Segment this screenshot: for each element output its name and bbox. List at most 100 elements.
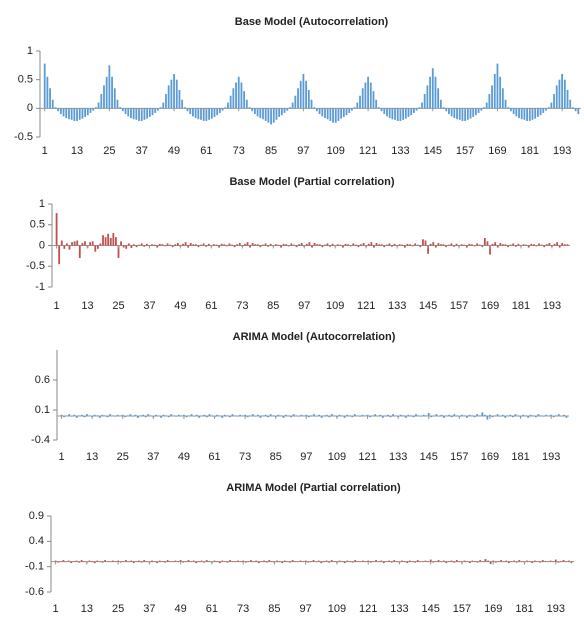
bar bbox=[106, 561, 109, 562]
x-tick-label: 49 bbox=[168, 145, 180, 157]
bar bbox=[237, 76, 240, 109]
bar bbox=[51, 99, 54, 109]
bar bbox=[310, 99, 313, 109]
bar bbox=[130, 245, 133, 248]
x-tick-label: 1 bbox=[54, 300, 60, 312]
bar bbox=[422, 561, 424, 563]
bar bbox=[295, 245, 298, 248]
bar bbox=[210, 108, 213, 119]
bar bbox=[138, 244, 141, 246]
bar bbox=[208, 561, 211, 562]
bar bbox=[213, 244, 215, 246]
bar bbox=[542, 416, 545, 417]
bar bbox=[297, 88, 299, 109]
bar bbox=[474, 108, 477, 116]
bar bbox=[359, 416, 361, 417]
bar bbox=[119, 415, 122, 416]
bar bbox=[197, 245, 200, 248]
bar bbox=[254, 108, 256, 115]
y-tick-label: 0 bbox=[27, 102, 33, 114]
bar bbox=[245, 99, 248, 109]
bar bbox=[330, 560, 333, 562]
bar bbox=[202, 108, 205, 121]
bar bbox=[126, 415, 129, 416]
bar bbox=[178, 89, 181, 109]
bar bbox=[483, 107, 485, 109]
bar bbox=[356, 561, 359, 562]
bar bbox=[461, 414, 463, 416]
bar bbox=[481, 561, 484, 562]
x-tick-label: 25 bbox=[103, 145, 115, 157]
bar bbox=[380, 108, 383, 112]
bar bbox=[224, 107, 227, 109]
bar bbox=[171, 245, 174, 248]
bar bbox=[414, 561, 416, 563]
bar bbox=[328, 416, 331, 418]
bar bbox=[105, 76, 108, 109]
bar bbox=[96, 415, 99, 416]
bar bbox=[263, 560, 265, 562]
bar bbox=[414, 243, 417, 246]
bar bbox=[86, 108, 89, 116]
bar bbox=[270, 108, 272, 125]
bar bbox=[346, 414, 349, 416]
bar bbox=[334, 108, 337, 123]
bar bbox=[510, 561, 513, 562]
bar bbox=[442, 560, 445, 562]
bar bbox=[234, 561, 237, 563]
bar bbox=[106, 416, 109, 418]
bar bbox=[333, 415, 336, 416]
bar bbox=[468, 561, 471, 564]
bar bbox=[354, 560, 357, 562]
bar bbox=[49, 88, 51, 109]
bar bbox=[380, 244, 383, 246]
bar bbox=[479, 560, 482, 562]
bar bbox=[383, 245, 386, 248]
bar bbox=[406, 243, 409, 246]
bar bbox=[251, 243, 254, 246]
bar bbox=[278, 108, 281, 117]
bar bbox=[184, 561, 187, 562]
bar bbox=[226, 415, 229, 416]
bar bbox=[404, 108, 407, 119]
bar bbox=[377, 561, 380, 563]
y-tick-label: 1 bbox=[27, 45, 33, 57]
bar bbox=[313, 243, 316, 246]
bar bbox=[216, 561, 219, 562]
bar bbox=[325, 560, 328, 562]
bar bbox=[70, 561, 73, 564]
x-tick-label: 49 bbox=[178, 451, 190, 463]
bar bbox=[416, 244, 419, 246]
bar bbox=[309, 561, 312, 562]
bar bbox=[121, 108, 124, 112]
bar bbox=[140, 561, 143, 563]
bar bbox=[264, 108, 267, 121]
bar bbox=[200, 108, 202, 120]
bar bbox=[535, 245, 538, 247]
bar bbox=[420, 416, 422, 417]
bar bbox=[111, 415, 114, 416]
bar bbox=[353, 107, 356, 109]
bar bbox=[429, 76, 431, 109]
bar bbox=[65, 415, 68, 416]
bar bbox=[197, 561, 200, 562]
bar bbox=[532, 244, 535, 246]
bar bbox=[83, 416, 86, 418]
bar bbox=[513, 560, 515, 562]
bar bbox=[458, 108, 461, 120]
bar bbox=[492, 560, 495, 562]
bar bbox=[496, 245, 499, 248]
bar bbox=[112, 233, 115, 246]
bar bbox=[547, 561, 549, 563]
bar bbox=[96, 245, 99, 249]
bar bbox=[556, 242, 558, 246]
bar bbox=[443, 416, 445, 418]
bar bbox=[440, 561, 443, 563]
y-tick-label: 0.9 bbox=[29, 510, 44, 522]
bar bbox=[387, 414, 389, 416]
bar bbox=[268, 560, 271, 562]
bar bbox=[305, 80, 308, 109]
bar bbox=[478, 415, 481, 416]
bar bbox=[195, 244, 197, 246]
x-tick-label: 37 bbox=[136, 145, 148, 157]
